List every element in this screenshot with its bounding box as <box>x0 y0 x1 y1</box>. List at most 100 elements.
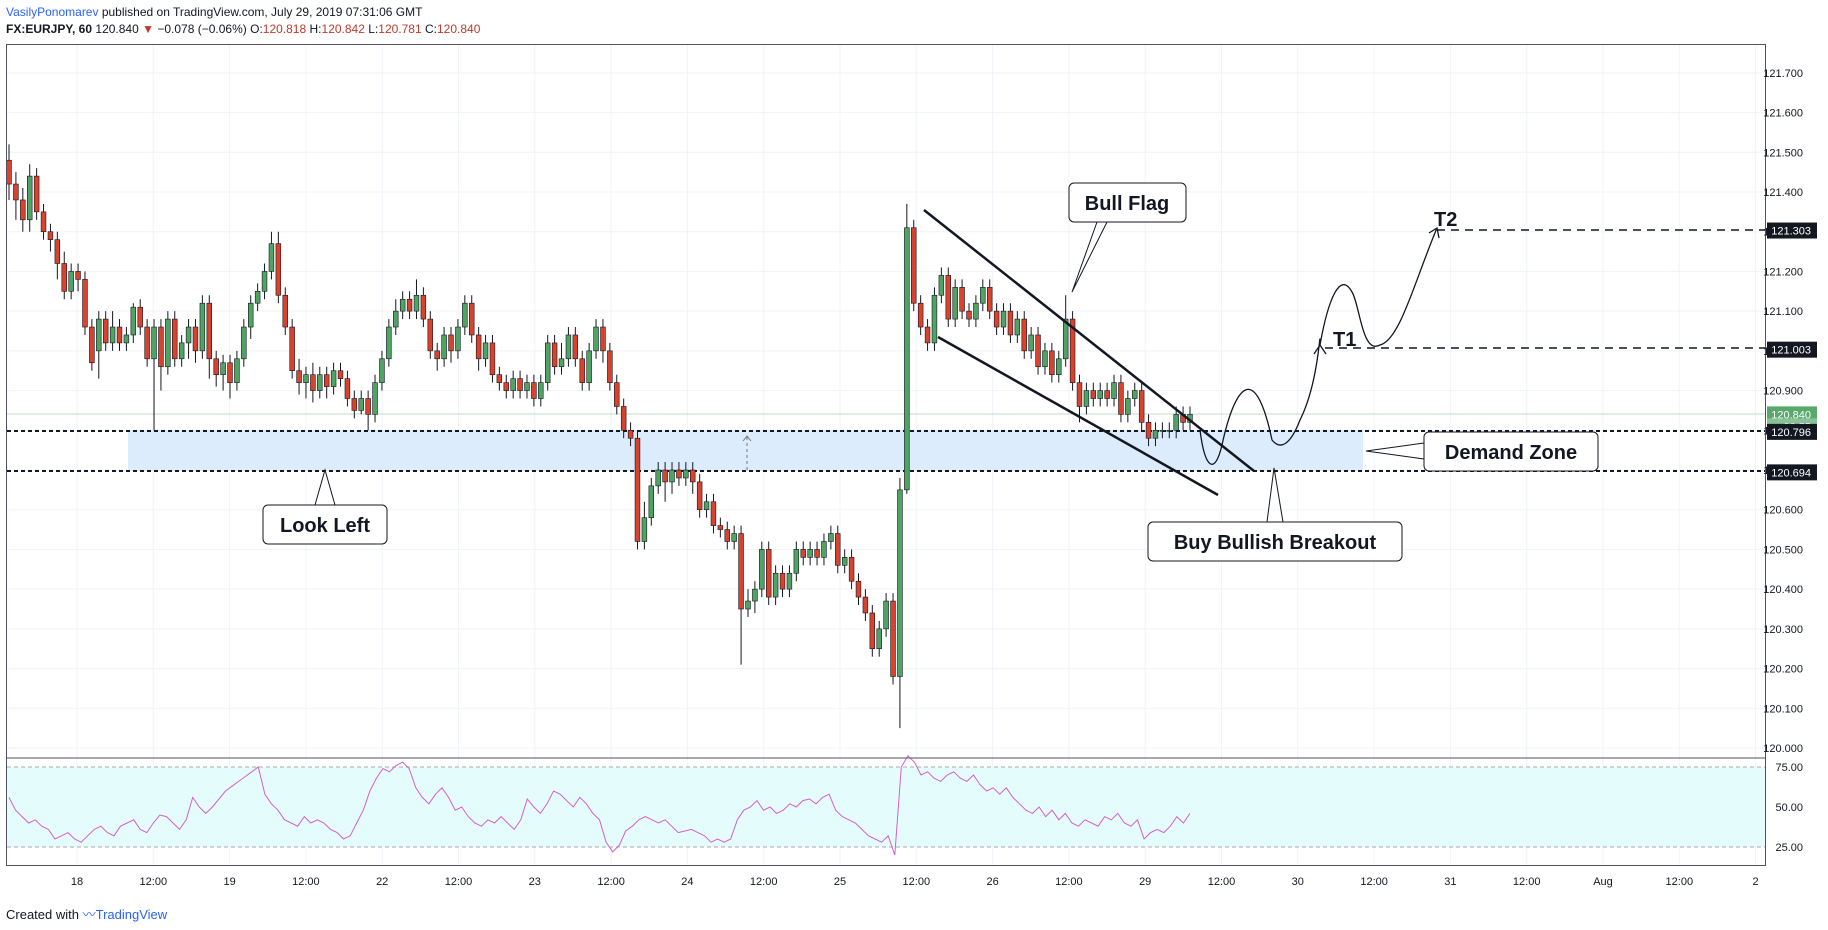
candle-body <box>841 557 848 566</box>
demand-zone-callout[interactable]: Demand Zone <box>1365 431 1599 472</box>
time-tick-label: 31 <box>1444 876 1456 888</box>
candle-body <box>586 350 592 383</box>
time-tick-label: 12:00 <box>1666 876 1694 888</box>
candle-body <box>220 362 226 375</box>
candle-body <box>759 549 765 590</box>
candle-body <box>717 525 724 530</box>
t1-arrow-icon <box>1313 343 1327 355</box>
time-tick-label: 23 <box>529 876 541 888</box>
candle-body <box>1076 382 1083 407</box>
demand-zone-box <box>1423 431 1599 472</box>
look-left-label: Look Left <box>280 515 370 537</box>
candles <box>6 144 1193 729</box>
candle-body <box>434 350 440 360</box>
candle-body <box>1138 390 1145 423</box>
candle-body <box>1056 358 1062 375</box>
candle-body <box>696 481 703 511</box>
candle-body <box>614 382 620 407</box>
ohlc-line: FX:EURJPY, 60 120.840 ▼ −0.078 (−0.06%) … <box>6 21 480 38</box>
candle-body <box>772 572 779 598</box>
candle-body <box>185 326 192 344</box>
candle-body <box>883 600 889 630</box>
candle-body <box>254 290 261 304</box>
candle-body <box>496 374 503 383</box>
time-axis[interactable]: 18 12:00 19 12:00 22 12:00 23 12:00 24 12:00 25 12:… <box>71 876 1759 888</box>
candle-body <box>47 231 54 240</box>
time-tick-label: 12:00 <box>1513 876 1541 888</box>
candle-body <box>800 549 806 558</box>
candle-body <box>1090 390 1097 399</box>
candle-body <box>627 429 634 439</box>
created-with-label: Created with <box>6 907 79 922</box>
bull-flag-callout[interactable]: Bull Flag <box>1068 182 1187 293</box>
candle-body <box>662 469 668 483</box>
candle-body <box>731 533 737 542</box>
t1-label: T1 <box>1333 329 1356 351</box>
price-tick-label: 120.300 <box>1763 624 1803 636</box>
time-tick-label: 2 <box>1753 876 1759 888</box>
candle-body <box>296 370 302 383</box>
candle-body <box>869 612 876 650</box>
candle-body <box>676 469 682 479</box>
candle-body <box>620 406 627 431</box>
low-label: L: <box>368 22 379 36</box>
candle-body <box>828 533 834 542</box>
candle-body <box>109 326 116 344</box>
demand-zone-label: Demand Zone <box>1445 442 1577 464</box>
candle-body <box>945 275 951 320</box>
tradingview-link[interactable]: TradingView <box>95 907 168 922</box>
time-tick-label: 25 <box>834 876 846 888</box>
bull-flag-box <box>1068 182 1187 223</box>
rsi-axis[interactable]: 75.00 50.00 25.00 <box>1775 762 1803 854</box>
time-tick-label: 12:00 <box>1208 876 1236 888</box>
candle-body <box>406 298 413 312</box>
candle-body <box>752 588 758 602</box>
candle-body <box>807 549 813 558</box>
high-value: 120.842 <box>321 22 365 36</box>
author-link[interactable]: VasilyPonomarev <box>6 5 99 19</box>
candle-body <box>61 263 67 292</box>
candle-body <box>786 572 793 590</box>
candle-body <box>993 310 1000 328</box>
candle-body <box>551 342 558 368</box>
candle-body <box>1166 429 1172 432</box>
candle-body <box>1028 334 1034 352</box>
price-tick-label: 121.100 <box>1763 306 1803 318</box>
time-tick-label: 26 <box>986 876 998 888</box>
candle-body <box>27 175 33 221</box>
buy-breakout-callout[interactable]: Buy Bullish Breakout <box>1147 467 1403 562</box>
look-left-callout[interactable]: Look Left <box>262 468 388 545</box>
candle-body <box>538 382 544 399</box>
candle-body <box>724 529 730 542</box>
buy-breakout-label: Buy Bullish Breakout <box>1174 532 1377 554</box>
candle-body <box>206 302 213 360</box>
candle-body <box>765 549 772 598</box>
candle-body <box>1145 422 1152 439</box>
candle-body <box>814 549 820 558</box>
candle-body <box>40 211 47 233</box>
t2-arrow-icon <box>1428 226 1440 239</box>
candle-body <box>938 275 945 296</box>
candle-body <box>1097 390 1103 399</box>
candle-body <box>96 318 102 352</box>
price-tag-label: 121.303 <box>1771 226 1811 238</box>
candle-body <box>710 501 717 526</box>
candle-body <box>821 541 827 558</box>
candle-body <box>1042 350 1048 368</box>
candle-body <box>779 572 786 590</box>
rsi-line <box>8 754 1191 856</box>
price-tag-bg <box>1767 341 1817 358</box>
candle-body <box>600 326 606 352</box>
candle-body <box>1111 382 1117 399</box>
demand-zone <box>128 430 1363 471</box>
candle-body <box>738 533 744 610</box>
candle-body <box>1132 390 1138 399</box>
price-tag-label: 120.796 <box>1771 427 1811 439</box>
time-tick-label: 19 <box>223 876 235 888</box>
candle-body <box>593 326 599 352</box>
candle-body <box>20 199 26 221</box>
bull-flag-pointer <box>1071 221 1108 293</box>
candle-body <box>1125 398 1131 415</box>
candle-body <box>579 358 585 383</box>
